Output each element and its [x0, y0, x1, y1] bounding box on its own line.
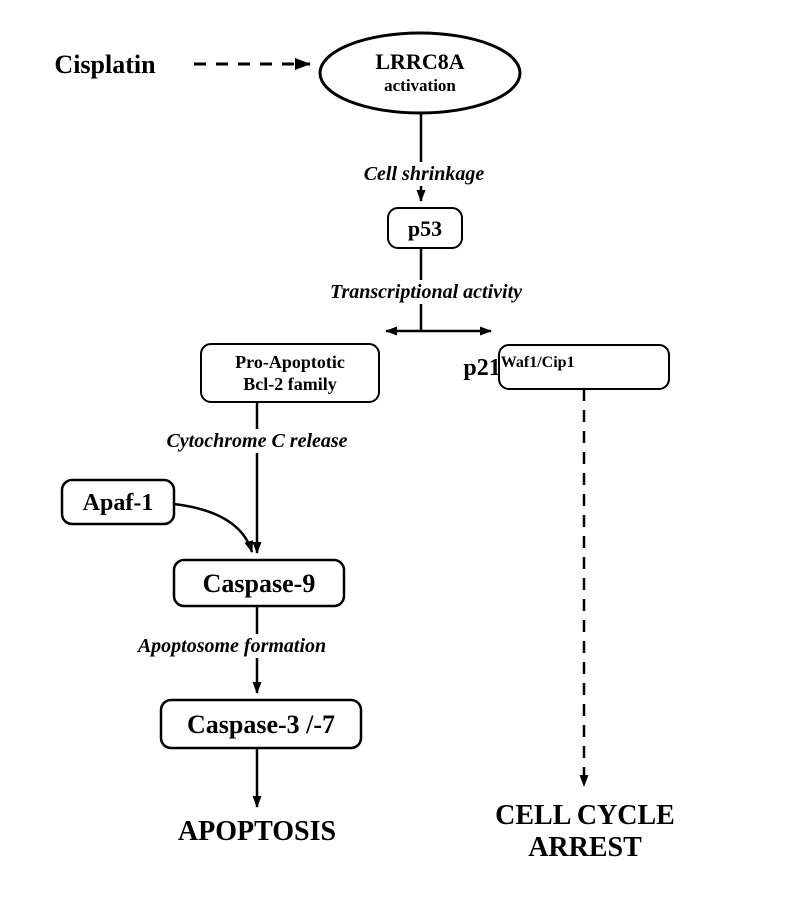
label-cytochrome-c: Cytochrome C release [166, 430, 347, 452]
svg-text:Bcl-2 family: Bcl-2 family [243, 374, 336, 394]
svg-text:Apaf-1: Apaf-1 [83, 490, 154, 516]
svg-text:activation: activation [384, 76, 456, 95]
svg-text:Caspase-9: Caspase-9 [203, 569, 316, 598]
node-cisplatin: Cisplatin [54, 50, 156, 79]
svg-text:Pro-Apoptotic: Pro-Apoptotic [235, 352, 345, 372]
outcome-cell-cycle-arrest: CELL CYCLE [495, 800, 675, 831]
label-transcriptional-activity: Transcriptional activity [330, 281, 522, 303]
label-apoptosome: Apoptosome formation [136, 635, 326, 657]
label-cell-shrinkage: Cell shrinkage [364, 163, 485, 185]
svg-text:ARREST: ARREST [528, 832, 642, 863]
svg-text:p53: p53 [408, 216, 442, 241]
svg-text:LRRC8A: LRRC8A [375, 49, 464, 74]
svg-text:Caspase-3 /-7: Caspase-3 /-7 [187, 710, 335, 739]
flowchart: Cisplatin LRRC8A activation Cell shrinkage p… [0, 0, 788, 900]
outcome-apoptosis: APOPTOSIS [178, 816, 336, 847]
